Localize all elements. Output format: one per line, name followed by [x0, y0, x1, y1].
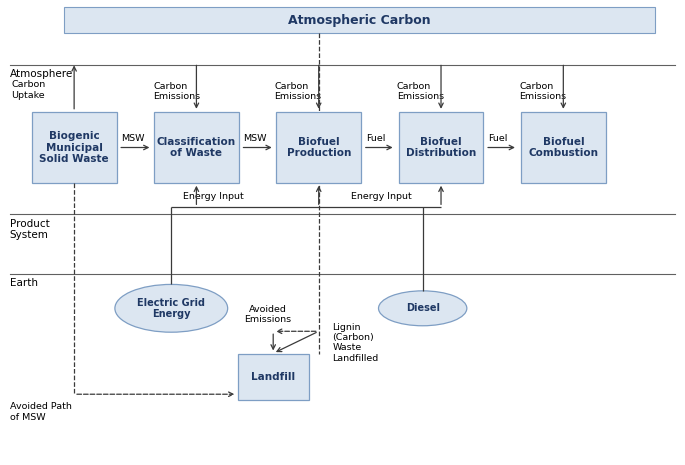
Text: Carbon
Emissions: Carbon Emissions	[275, 82, 322, 101]
Text: Energy Input: Energy Input	[183, 192, 244, 201]
Ellipse shape	[115, 285, 227, 332]
Text: Carbon
Uptake: Carbon Uptake	[12, 80, 46, 100]
Text: Fuel: Fuel	[366, 134, 386, 143]
Ellipse shape	[379, 291, 467, 326]
Text: MSW: MSW	[243, 134, 266, 143]
Text: Biofuel
Combustion: Biofuel Combustion	[528, 137, 598, 158]
Text: Product
System: Product System	[10, 219, 49, 240]
Text: Atmospheric Carbon: Atmospheric Carbon	[288, 13, 431, 27]
Text: Biogenic
Municipal
Solid Waste: Biogenic Municipal Solid Waste	[39, 131, 109, 164]
Text: Carbon
Emissions: Carbon Emissions	[397, 82, 444, 101]
Text: Lignin
(Carbon)
Waste
Landfilled: Lignin (Carbon) Waste Landfilled	[332, 323, 379, 363]
Text: Electric Grid
Energy: Electric Grid Energy	[137, 298, 206, 319]
FancyBboxPatch shape	[64, 7, 655, 33]
Text: Energy Input: Energy Input	[351, 192, 412, 201]
Text: Landfill: Landfill	[251, 372, 295, 382]
FancyBboxPatch shape	[521, 112, 606, 183]
Text: Classification
of Waste: Classification of Waste	[157, 137, 236, 158]
FancyBboxPatch shape	[238, 354, 309, 400]
FancyBboxPatch shape	[399, 112, 484, 183]
Text: Atmosphere: Atmosphere	[10, 69, 73, 80]
Text: MSW: MSW	[121, 134, 145, 143]
Text: Fuel: Fuel	[488, 134, 508, 143]
Text: Carbon
Emissions: Carbon Emissions	[519, 82, 566, 101]
Text: Avoided
Emissions: Avoided Emissions	[244, 305, 291, 325]
FancyBboxPatch shape	[276, 112, 361, 183]
Text: Earth: Earth	[10, 279, 38, 288]
Text: Avoided Path
of MSW: Avoided Path of MSW	[10, 403, 71, 422]
Text: Biofuel
Production: Biofuel Production	[286, 137, 351, 158]
FancyBboxPatch shape	[154, 112, 239, 183]
Text: Carbon
Emissions: Carbon Emissions	[153, 82, 201, 101]
Text: Biofuel
Distribution: Biofuel Distribution	[406, 137, 476, 158]
FancyBboxPatch shape	[32, 112, 116, 183]
Text: Diesel: Diesel	[406, 303, 440, 313]
